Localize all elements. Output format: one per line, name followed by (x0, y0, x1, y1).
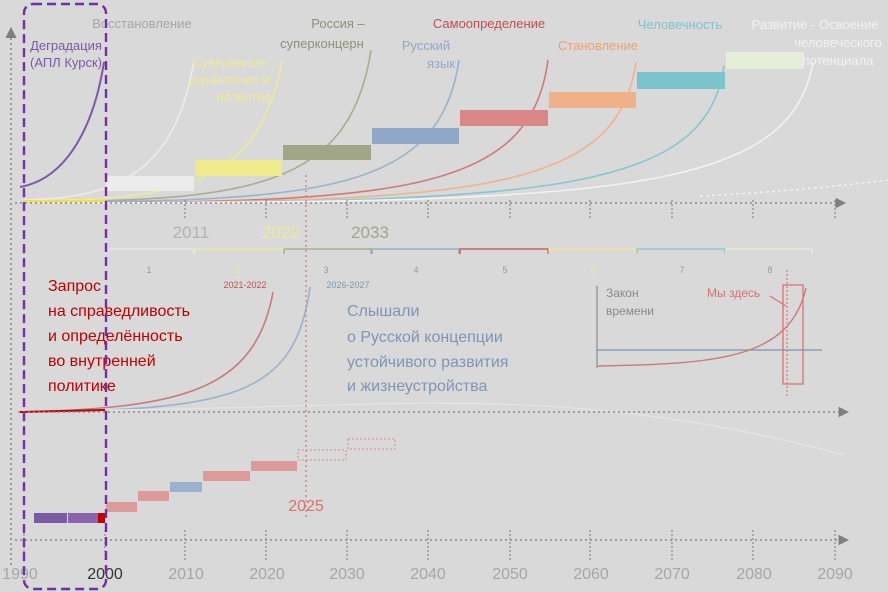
we-are-here-arrow (769, 295, 787, 307)
label-restoration: Восстановление (92, 16, 191, 31)
stage-bars (106, 52, 804, 191)
cycle-7: 7 (679, 265, 684, 275)
year-labels: 1990 2000 2010 2020 2030 2040 2050 2060 … (2, 566, 853, 583)
svg-text:2010: 2010 (168, 566, 204, 583)
svg-text:1990: 1990 (2, 566, 38, 583)
svg-text:Запрос: Запрос (48, 278, 101, 295)
label-selfdetermination: Самоопределение (433, 16, 545, 31)
svg-text:2050: 2050 (492, 566, 528, 583)
svg-text:2020: 2020 (249, 566, 285, 583)
bar-russia (283, 145, 371, 160)
stage-labels: Деградация (АПЛ Курск) Восстановление Су… (30, 16, 882, 104)
cycle-3: 3 (323, 265, 328, 275)
cycle-1: 1 (146, 265, 151, 275)
curve-sovereignty (23, 59, 283, 202)
label-degradation-note: (АПЛ Курск) (30, 55, 102, 70)
svg-text:на справедливость: на справедливость (48, 303, 190, 320)
label-potential-2: человеческого (794, 35, 881, 50)
milestone-2011: 2011 (173, 223, 210, 242)
curve-language (23, 59, 460, 203)
cycle-brackets (105, 248, 813, 254)
bar-potential (726, 52, 804, 69)
curve-upper-right-dotted (699, 179, 888, 197)
svg-text:и жизнеустройства: и жизнеустройства (347, 378, 487, 395)
cycle-2: 2 (235, 265, 240, 275)
we-are-here-label: Мы здесь (707, 286, 760, 300)
upper-axis-ticks (184, 200, 836, 218)
bar-formation (549, 92, 636, 108)
bar-language (372, 128, 459, 144)
label-sovereignty-1: Суверенное (192, 55, 265, 70)
bar-sovereignty (195, 160, 282, 176)
svg-text:2070: 2070 (654, 566, 690, 583)
label-2026-2027: 2026-2027 (326, 280, 369, 290)
curve-selfdetermination (23, 59, 549, 204)
we-are-here-frame (782, 284, 804, 385)
lower-curve-red (19, 291, 274, 413)
law-of-time-label-1: Закон (606, 286, 639, 300)
label-sovereignty-2: управление и (188, 72, 270, 87)
svg-text:политике: политике (48, 378, 116, 395)
label-humanity: Человечность (638, 17, 723, 32)
milestone-2033: 2033 (351, 223, 389, 242)
stage-curves (19, 49, 814, 204)
cycle-numbers: 1 2 3 4 5 6 7 8 (146, 265, 772, 275)
law-of-time-label-2: времени (606, 304, 654, 318)
curve-restoration (23, 59, 195, 201)
svg-text:2000: 2000 (87, 566, 123, 583)
svg-text:2030: 2030 (329, 566, 365, 583)
cycle-6: 6 (590, 265, 595, 275)
svg-text:2060: 2060 (573, 566, 609, 583)
svg-text:Слышали: Слышали (347, 303, 419, 320)
label-russia-2: суперконцерн (280, 36, 364, 51)
label-formation: Становление (558, 38, 638, 53)
lower-red-start (19, 409, 106, 413)
request-text: Запрос на справедливость и определённост… (48, 278, 190, 395)
curve-potential (23, 61, 814, 204)
law-of-time-inset (596, 270, 822, 398)
period-1990-2000-frame (22, 2, 108, 591)
cycle-4: 4 (413, 265, 418, 275)
lower-bars (34, 438, 396, 523)
cycle-5: 5 (502, 265, 507, 275)
svg-text:во внутренней: во внутренней (48, 353, 156, 370)
svg-text:2090: 2090 (817, 566, 853, 583)
label-language-2: язык (427, 56, 455, 71)
svg-text:2040: 2040 (410, 566, 446, 583)
svg-text:и определённость: и определённость (48, 328, 183, 345)
label-2025: 2025 (288, 498, 324, 515)
curve-russia (23, 49, 372, 203)
bar-humanity (637, 72, 725, 89)
label-language-1: Русский (402, 38, 450, 53)
curve-degradation (19, 61, 105, 188)
label-potential-3: потенциала (803, 53, 875, 68)
cycle-8: 8 (767, 265, 772, 275)
milestone-2022: 2022 (262, 223, 300, 242)
svg-text:2080: 2080 (736, 566, 772, 583)
bottom-axis-ticks (23, 530, 836, 562)
heard-text: Слышали о Русской концепции устойчивого … (347, 303, 508, 395)
svg-text:устойчивого развития: устойчивого развития (347, 354, 508, 371)
bar-selfdetermination (460, 110, 548, 126)
svg-text:о Русской концепции: о Русской концепции (347, 329, 503, 346)
label-2021-2022: 2021-2022 (223, 280, 266, 290)
label-russia-1: Россия – (311, 16, 365, 31)
label-potential-1: Развитие - Освоение (752, 17, 879, 32)
lower-curve-grey (104, 402, 846, 456)
label-sovereignty-3: развитие (217, 89, 272, 104)
milestone-labels: 2011 2022 2033 (173, 223, 389, 242)
bar-restoration (106, 176, 194, 191)
label-degradation: Деградация (30, 38, 102, 53)
